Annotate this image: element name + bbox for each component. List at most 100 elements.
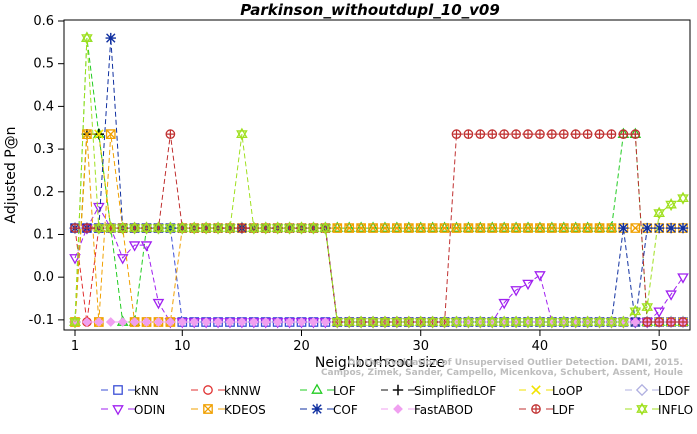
legend-label: INFLO bbox=[658, 403, 693, 417]
series-line-knn bbox=[75, 227, 683, 323]
data-point-odin bbox=[677, 273, 689, 284]
data-point-ldf bbox=[70, 223, 80, 233]
y-tick-label: 0.2 bbox=[33, 185, 54, 200]
data-point-fastabod bbox=[296, 317, 307, 327]
data-point-lof bbox=[569, 221, 582, 232]
data-point-lof bbox=[379, 221, 391, 232]
data-point-kdeos bbox=[380, 223, 390, 233]
legend-label: LDF bbox=[552, 403, 575, 417]
data-point-kdeos bbox=[499, 223, 510, 233]
data-point-inflo bbox=[438, 315, 451, 326]
data-point-lof bbox=[391, 221, 403, 232]
data-point-inflo bbox=[498, 318, 510, 329]
data-point-inflo bbox=[557, 315, 570, 326]
data-point-inflo bbox=[677, 191, 689, 203]
data-point-lof bbox=[557, 221, 570, 232]
data-point-ldf bbox=[476, 129, 485, 139]
legend-marker bbox=[531, 404, 541, 414]
data-point-inflo bbox=[283, 221, 296, 232]
data-point-ldf bbox=[511, 129, 521, 139]
data-point-ldf bbox=[666, 317, 676, 327]
data-point-kdeos bbox=[547, 223, 557, 233]
data-point-inflo bbox=[319, 224, 332, 235]
data-point-inflo bbox=[271, 221, 284, 232]
data-point-cof bbox=[642, 222, 653, 234]
y-axis-label: Adjusted P@n bbox=[3, 126, 19, 223]
data-point-ldf bbox=[631, 129, 640, 139]
data-point-odin bbox=[116, 254, 129, 265]
data-point-cof bbox=[653, 222, 665, 234]
data-point-lof bbox=[605, 221, 618, 232]
legend-marker bbox=[311, 403, 323, 415]
data-point-inflo bbox=[653, 209, 665, 220]
data-point-inflo bbox=[677, 194, 689, 205]
data-point-cof bbox=[618, 222, 629, 234]
data-point-inflo bbox=[355, 315, 367, 326]
data-point-lof bbox=[343, 221, 356, 232]
legend-marker bbox=[635, 383, 649, 397]
data-point-ldf bbox=[678, 317, 688, 327]
data-point-inflo bbox=[236, 127, 248, 138]
data-point-lof bbox=[593, 221, 606, 232]
legend-label: COF bbox=[333, 403, 358, 417]
data-point-inflo bbox=[402, 315, 415, 326]
data-point-ldf bbox=[594, 129, 605, 139]
data-point-odin bbox=[93, 202, 105, 214]
data-point-inflo bbox=[104, 221, 117, 232]
data-point-ldf bbox=[595, 129, 604, 139]
y-tick-label: 0.6 bbox=[33, 14, 54, 29]
data-point-ldf bbox=[607, 129, 616, 139]
data-point-ldf bbox=[70, 223, 80, 233]
data-point-ldf bbox=[570, 129, 581, 139]
x-tick-label: 50 bbox=[651, 339, 668, 354]
data-point-inflo bbox=[605, 315, 618, 326]
data-point-inflo bbox=[188, 221, 201, 232]
data-point-lof bbox=[510, 221, 522, 232]
data-point-inflo bbox=[271, 224, 284, 235]
data-point-inflo bbox=[402, 318, 415, 329]
series-line-ldof bbox=[75, 227, 683, 323]
data-point-lof bbox=[534, 221, 546, 232]
data-point-fastabod bbox=[82, 317, 92, 327]
data-point-ldf bbox=[606, 129, 617, 139]
data-point-inflo bbox=[438, 318, 451, 329]
data-point-lof bbox=[581, 221, 594, 232]
data-point-lof bbox=[355, 221, 367, 232]
data-point-ldf bbox=[165, 129, 176, 139]
data-point-inflo bbox=[486, 315, 499, 326]
data-point-ldf bbox=[571, 129, 580, 139]
data-point-inflo bbox=[164, 224, 177, 235]
data-point-inflo bbox=[569, 315, 582, 326]
data-point-inflo bbox=[140, 224, 153, 235]
legend-marker bbox=[531, 404, 541, 414]
series-inflo bbox=[69, 31, 689, 329]
data-point-lof bbox=[522, 221, 534, 232]
data-point-kdeos bbox=[558, 223, 569, 233]
data-point-ldf bbox=[237, 223, 247, 233]
data-point-loop bbox=[94, 129, 104, 139]
data-point-inflo bbox=[295, 221, 308, 232]
data-point-ldf bbox=[487, 129, 498, 139]
data-point-inflo bbox=[641, 303, 654, 314]
data-point-odin bbox=[510, 286, 522, 297]
data-point-inflo bbox=[200, 221, 212, 232]
legend-entry-simplifiedlof: SimplifiedLOF bbox=[381, 384, 496, 398]
legend-label: LDOF bbox=[658, 384, 690, 398]
data-point-lof bbox=[331, 221, 344, 232]
data-point-inflo bbox=[522, 315, 534, 326]
data-point-inflo bbox=[164, 221, 177, 232]
data-point-inflo bbox=[665, 198, 677, 209]
data-point-kdeos bbox=[439, 223, 450, 233]
data-point-inflo bbox=[498, 315, 510, 326]
data-point-kdeos bbox=[105, 129, 116, 139]
data-point-inflo bbox=[104, 224, 117, 235]
data-point-lof bbox=[438, 221, 451, 232]
legend-entry-cof: COF bbox=[300, 403, 358, 417]
legend-marker bbox=[392, 384, 404, 396]
legend-label: LOF bbox=[333, 384, 356, 398]
data-point-inflo bbox=[259, 224, 272, 235]
data-point-ldf bbox=[582, 129, 593, 139]
series-line-knnw bbox=[74, 227, 683, 323]
data-point-inflo bbox=[188, 224, 201, 235]
data-point-fastabod bbox=[129, 317, 140, 327]
